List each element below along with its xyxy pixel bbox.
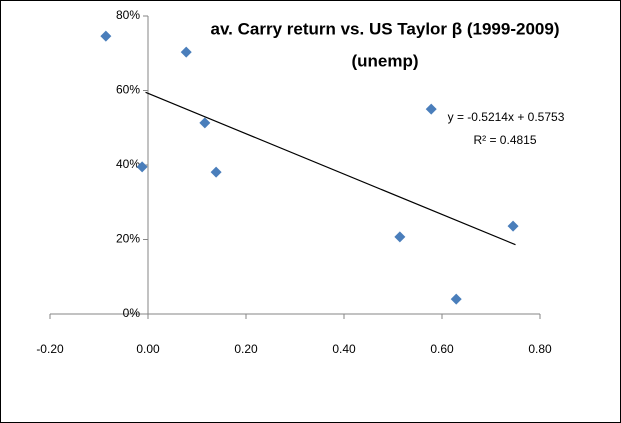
x-tick-label: 0.00	[136, 342, 160, 356]
y-tick-label: 20%	[116, 232, 140, 246]
point	[507, 220, 519, 232]
trend-r2: R² = 0.4815	[473, 133, 536, 147]
point	[450, 293, 462, 305]
chart-title: av. Carry return vs. US Taylor β (1999-2…	[211, 19, 560, 38]
y-tick-label: 40%	[116, 157, 140, 171]
point	[100, 30, 112, 42]
x-tick-label: 0.60	[430, 342, 454, 356]
point	[180, 46, 192, 58]
trendline	[145, 91, 516, 246]
y-tick-label: 0%	[123, 306, 141, 320]
point	[210, 166, 222, 178]
x-tick-label: -0.20	[36, 342, 64, 356]
point	[199, 117, 211, 129]
trend-equation: y = -0.5214x + 0.5753	[448, 110, 565, 124]
y-tick-label: 80%	[116, 8, 140, 22]
x-tick-label: 0.20	[234, 342, 258, 356]
chart-title: (unemp)	[351, 51, 418, 70]
point	[136, 161, 148, 173]
point	[425, 103, 437, 115]
y-tick-label: 60%	[116, 83, 140, 97]
x-tick-label: 0.40	[332, 342, 356, 356]
x-tick-label: 0.80	[528, 342, 552, 356]
point	[394, 231, 406, 243]
